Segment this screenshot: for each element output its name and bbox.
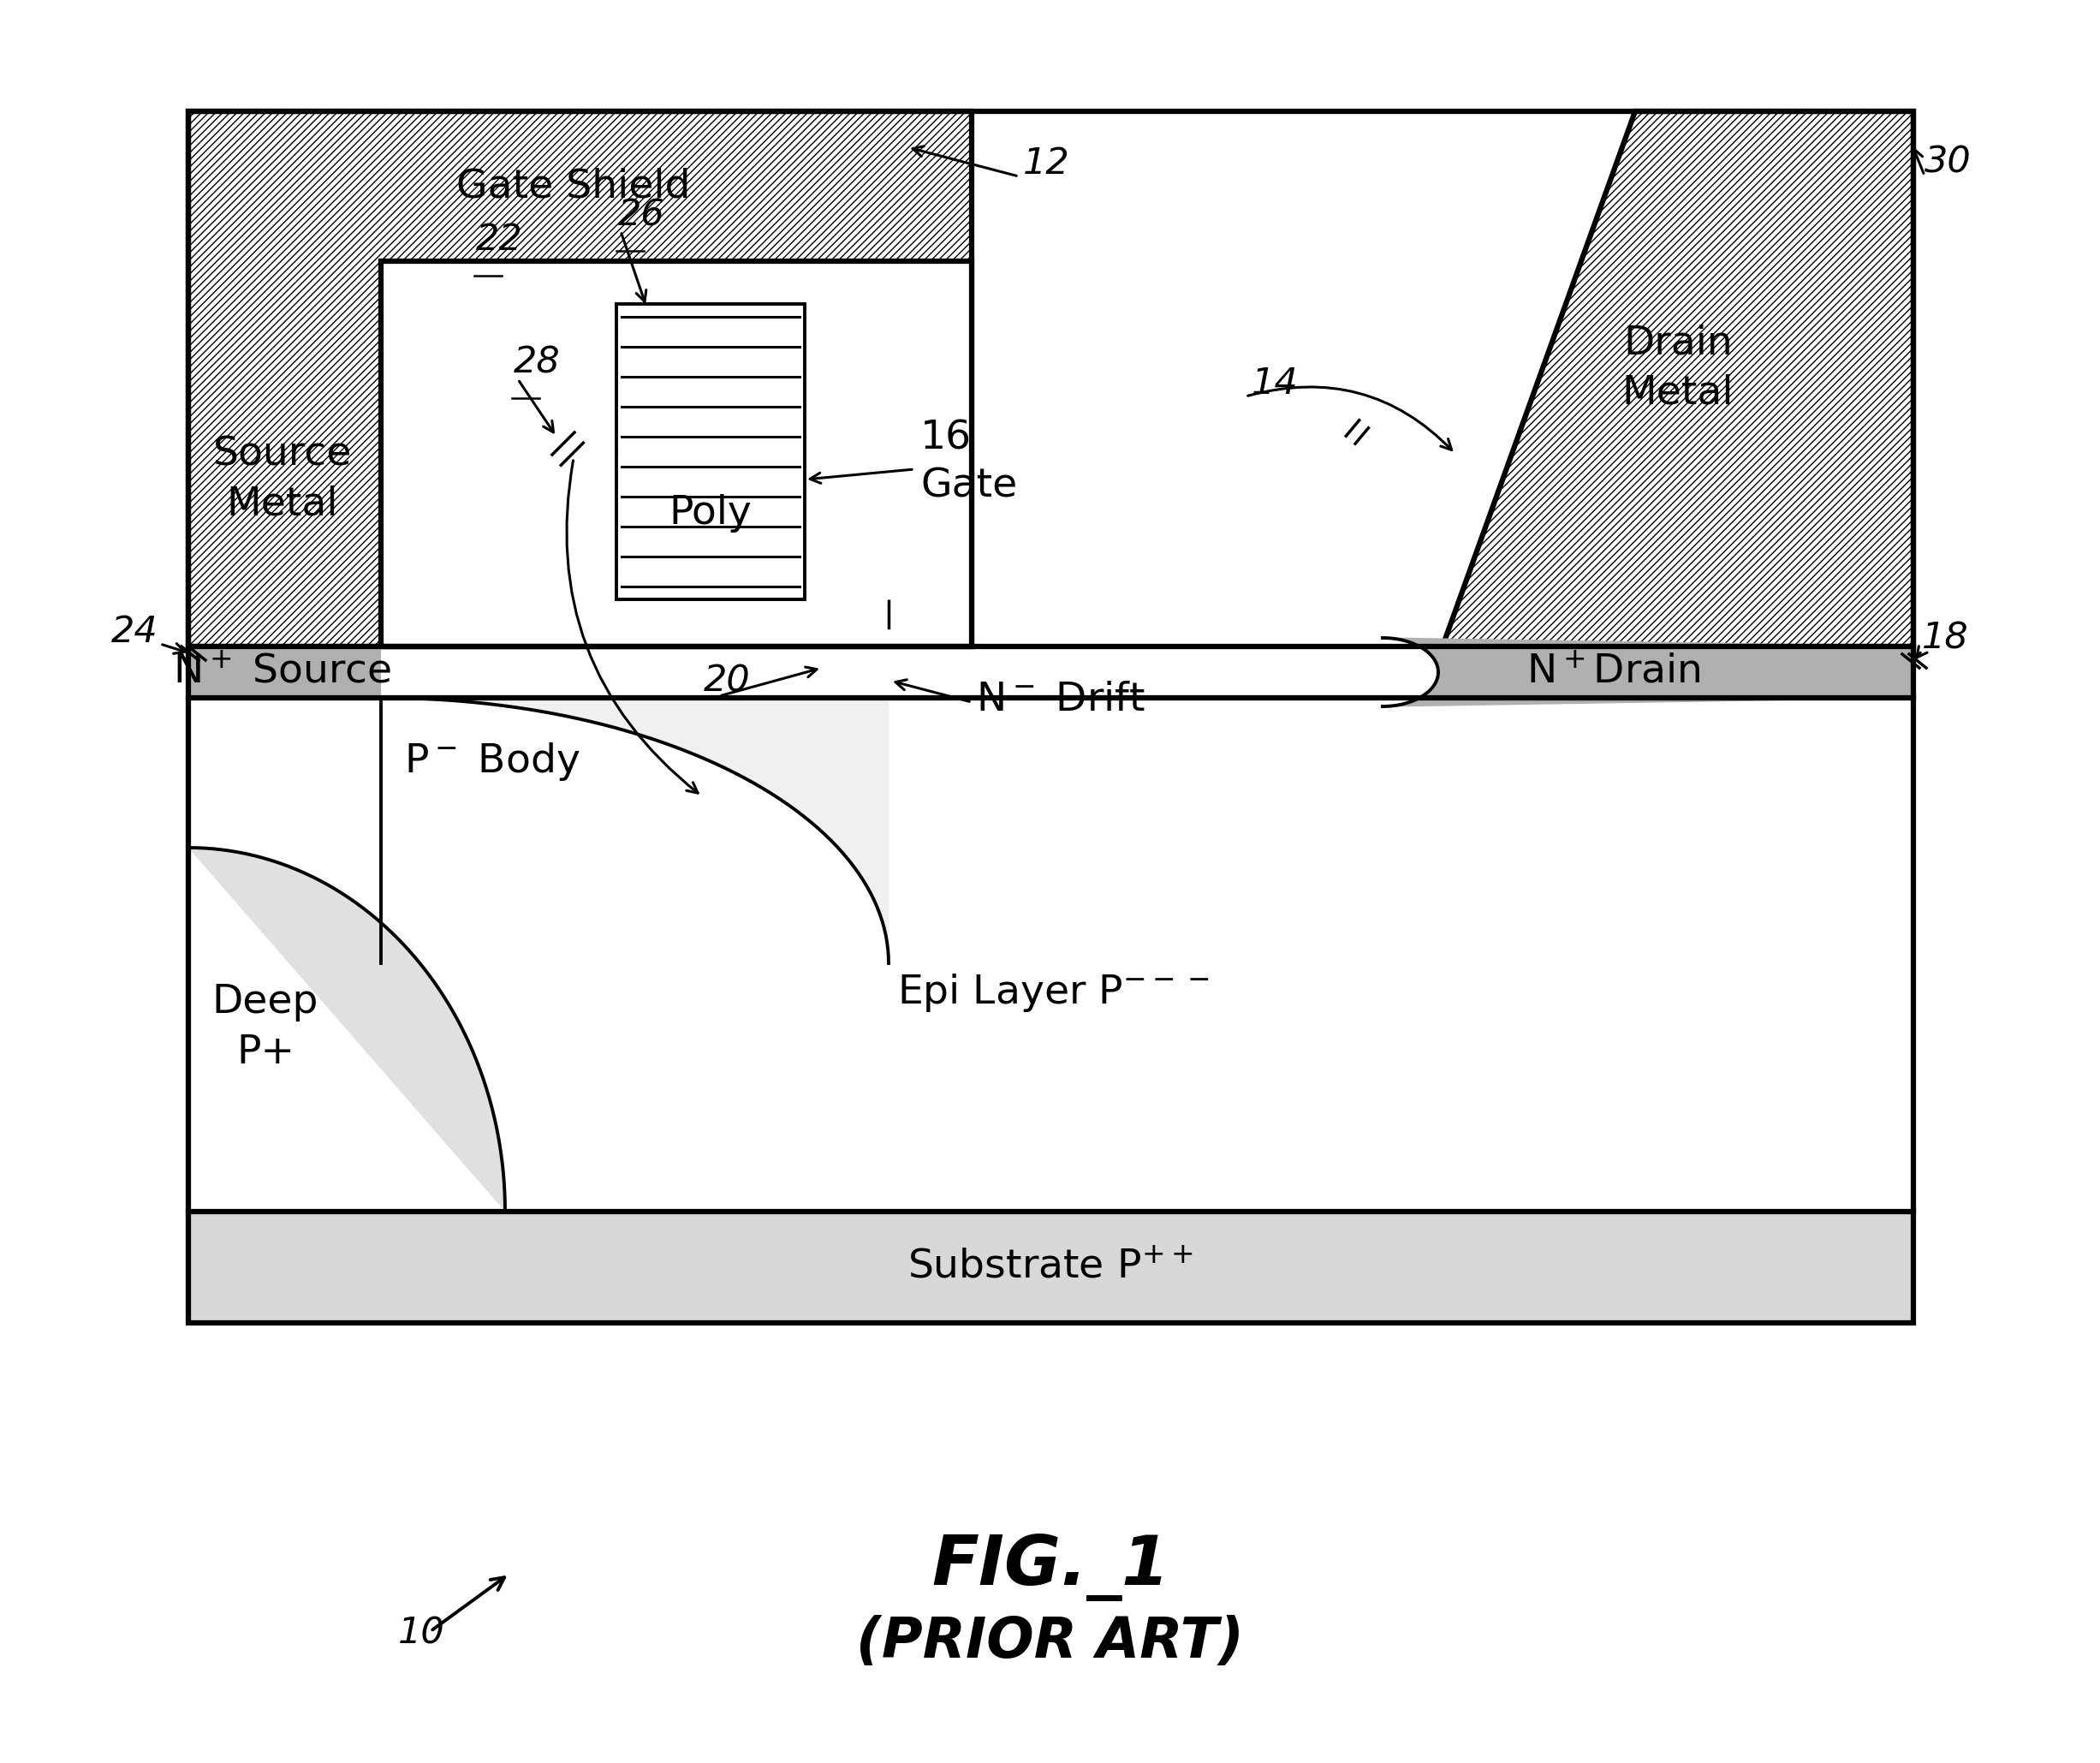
Text: P$^-$ Body: P$^-$ Body xyxy=(403,740,580,783)
Text: N$^+$Drain: N$^+$Drain xyxy=(1527,652,1701,691)
Text: 30: 30 xyxy=(1924,145,1972,180)
Bar xyxy=(380,261,972,647)
Bar xyxy=(189,698,1913,1211)
Polygon shape xyxy=(380,698,888,963)
Text: 20: 20 xyxy=(704,663,750,700)
Text: FIG._1: FIG._1 xyxy=(932,1534,1170,1601)
Text: Substrate P$^{++}$: Substrate P$^{++}$ xyxy=(907,1248,1193,1287)
Text: 18: 18 xyxy=(1921,621,1970,658)
Text: Source
Metal: Source Metal xyxy=(212,435,353,524)
Bar xyxy=(189,111,972,647)
Text: N$^+$ Source: N$^+$ Source xyxy=(172,652,393,691)
Bar xyxy=(189,1211,1913,1322)
Bar xyxy=(189,647,380,698)
Polygon shape xyxy=(189,848,506,1211)
Bar xyxy=(617,303,804,599)
Text: 24: 24 xyxy=(111,614,157,651)
Text: 12: 12 xyxy=(1023,146,1069,182)
Text: Drain
Metal: Drain Metal xyxy=(1621,324,1735,413)
Text: 22: 22 xyxy=(477,222,523,257)
Polygon shape xyxy=(1443,111,1913,647)
Text: (PRIOR ART): (PRIOR ART) xyxy=(857,1615,1245,1670)
Text: 16
Gate: 16 Gate xyxy=(920,420,1016,506)
Text: Poly: Poly xyxy=(670,494,752,532)
Polygon shape xyxy=(1382,638,1913,707)
Text: 10: 10 xyxy=(399,1615,445,1652)
Text: Deep
P+: Deep P+ xyxy=(212,984,319,1072)
Text: 14: 14 xyxy=(1252,365,1298,402)
Text: N$^-$ Drift: N$^-$ Drift xyxy=(976,681,1144,719)
Text: 28: 28 xyxy=(514,344,561,381)
Text: Epi Layer P$^{---}$: Epi Layer P$^{---}$ xyxy=(897,971,1210,1014)
Bar xyxy=(189,111,1913,1322)
Text: 26: 26 xyxy=(617,197,666,233)
Text: Gate Shield: Gate Shield xyxy=(456,167,691,206)
Bar xyxy=(189,111,1913,1322)
